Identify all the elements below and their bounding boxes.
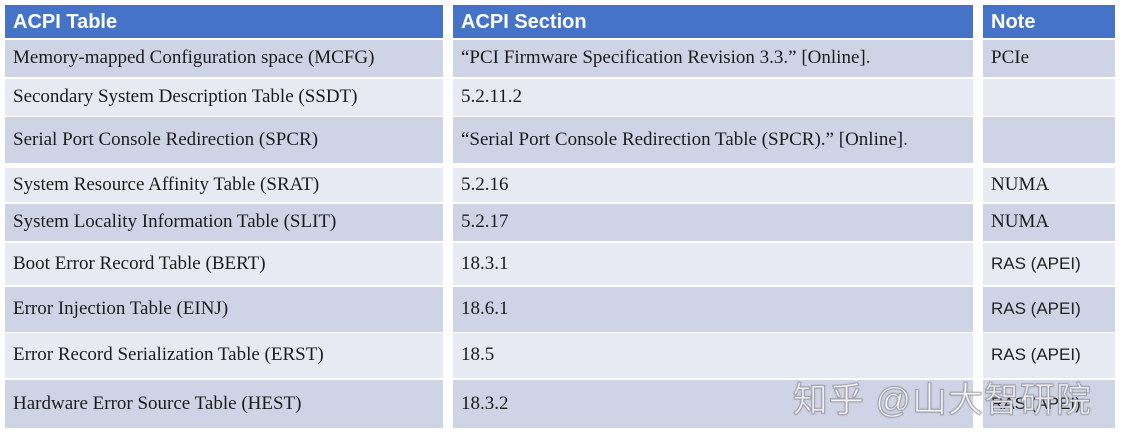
cell-acpi-table: Serial Port Console Redirection (SPCR) — [5, 117, 443, 163]
cell-acpi-section: 5.2.11.2 — [453, 79, 973, 116]
acpi-table: ACPI Table ACPI Section Note Memory-mapp… — [5, 5, 1115, 428]
cell-note: RAS (APEI) — [983, 380, 1115, 428]
column-header-acpi-table: ACPI Table — [5, 5, 443, 38]
cell-acpi-section: 18.3.2 — [453, 380, 973, 428]
cell-acpi-section: 18.3.1 — [453, 243, 973, 285]
cell-acpi-table: Error Injection Table (EINJ) — [5, 287, 443, 332]
cell-acpi-table: System Locality Information Table (SLIT) — [5, 204, 443, 241]
cell-acpi-table: Hardware Error Source Table (HEST) — [5, 380, 443, 428]
table-header-row: ACPI Table ACPI Section Note — [5, 5, 1115, 38]
cell-acpi-table: Secondary System Description Table (SSDT… — [5, 79, 443, 116]
cell-acpi-table: System Resource Affinity Table (SRAT) — [5, 168, 443, 202]
table-row: Serial Port Console Redirection (SPCR) “… — [5, 117, 1115, 163]
cell-note — [983, 79, 1115, 116]
table-row: Memory-mapped Configuration space (MCFG)… — [5, 40, 1115, 77]
cell-acpi-section: “Serial Port Console Redirection Table (… — [453, 117, 973, 163]
table-row: Secondary System Description Table (SSDT… — [5, 79, 1115, 116]
cell-note: RAS (APEI) — [983, 287, 1115, 332]
column-header-note: Note — [983, 5, 1115, 38]
table-row: Boot Error Record Table (BERT) 18.3.1 RA… — [5, 243, 1115, 285]
column-header-acpi-section: ACPI Section — [453, 5, 973, 38]
cell-acpi-table: Memory-mapped Configuration space (MCFG) — [5, 40, 443, 77]
cell-acpi-table: Boot Error Record Table (BERT) — [5, 243, 443, 285]
cell-note: NUMA — [983, 168, 1115, 202]
table-row: Error Injection Table (EINJ) 18.6.1 RAS … — [5, 287, 1115, 332]
cell-note: RAS (APEI) — [983, 243, 1115, 285]
table-row: Hardware Error Source Table (HEST) 18.3.… — [5, 380, 1115, 428]
cell-note: RAS (APEI) — [983, 333, 1115, 378]
cell-acpi-section: 18.6.1 — [453, 287, 973, 332]
cell-acpi-section: 5.2.16 — [453, 168, 973, 202]
table-row: System Locality Information Table (SLIT)… — [5, 204, 1115, 241]
table-row: System Resource Affinity Table (SRAT) 5.… — [5, 168, 1115, 202]
table-row: Error Record Serialization Table (ERST) … — [5, 333, 1115, 378]
cell-acpi-section: 18.5 — [453, 333, 973, 378]
cell-acpi-section: “PCI Firmware Specification Revision 3.3… — [453, 40, 973, 77]
cell-note: PCIe — [983, 40, 1115, 77]
cell-acpi-section: 5.2.17 — [453, 204, 973, 241]
cell-note: NUMA — [983, 204, 1115, 241]
cell-acpi-table: Error Record Serialization Table (ERST) — [5, 333, 443, 378]
cell-note — [983, 117, 1115, 163]
